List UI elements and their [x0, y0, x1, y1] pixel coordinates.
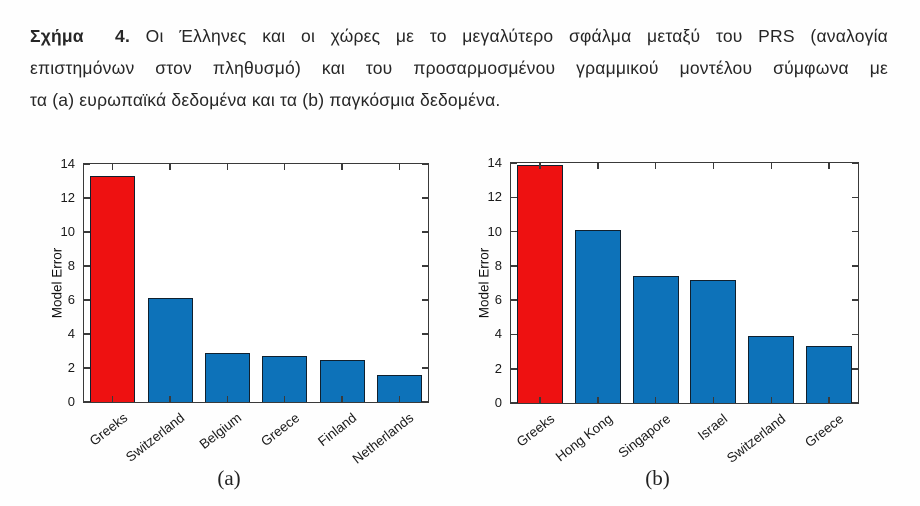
- y-tick-right: [422, 299, 428, 301]
- y-tick-label: 2: [494, 360, 502, 376]
- y-tick-right: [852, 196, 858, 198]
- y-tick-left: [511, 368, 517, 370]
- y-tick-left: [511, 265, 517, 267]
- x-tick-top: [712, 163, 715, 169]
- y-tick-label: 4: [494, 326, 502, 342]
- bar-switzerland: [147, 298, 193, 402]
- bar-belgium: [204, 352, 250, 402]
- y-tick-left: [84, 197, 90, 199]
- y-tick-left: [84, 265, 90, 267]
- bar-greece: [806, 346, 853, 403]
- y-tick-left: [511, 162, 517, 164]
- y-tick-label: 10: [487, 223, 502, 239]
- x-tick-top: [597, 163, 599, 169]
- y-tick-label: 0: [67, 394, 75, 409]
- y-tick-left: [84, 401, 90, 403]
- x-tick-label: Greeks: [86, 410, 130, 449]
- x-tick-bottom: [770, 397, 772, 403]
- figure-caption-line-2: επιστημόνων στον πληθυσμό) και του προσα…: [30, 58, 888, 78]
- y-tick-right: [852, 333, 858, 336]
- x-tick-top: [770, 163, 772, 169]
- y-tick-right: [852, 162, 858, 164]
- y-tick-left: [84, 231, 90, 233]
- y-tick-label: 8: [67, 258, 75, 273]
- bar-israel: [690, 279, 737, 403]
- bar-finland: [319, 359, 365, 402]
- bar-greece: [262, 356, 308, 402]
- x-tick-top: [828, 163, 830, 169]
- panel-label-b: (b): [645, 466, 670, 490]
- y-tick-right: [422, 163, 428, 165]
- figure-caption-line-1: Σχήμα 4. Οι Έλληνες και οι χώρες με το μ…: [30, 20, 888, 52]
- figure-caption-line-3: τα (a) ευρωπαϊκά δεδομένα και τα (b) παγ…: [30, 90, 501, 110]
- x-tick-bottom: [828, 397, 830, 403]
- y-tick-label: 12: [60, 190, 75, 205]
- x-tick-bottom: [712, 397, 715, 403]
- x-tick-bottom: [597, 397, 599, 403]
- figure-caption: Σχήμα 4. Οι Έλληνες και οι χώρες με το μ…: [30, 20, 888, 116]
- y-tick-label: 14: [487, 155, 502, 170]
- y-tick-right: [852, 299, 858, 301]
- y-axis-label: Model Error: [476, 247, 492, 319]
- bar-chart-panel-a: 0 2 4 6 8 10 12 14 Greeks Switzerland Belgium Greec…: [50, 156, 429, 467]
- x-tick-bottom: [398, 396, 401, 402]
- x-tick-top: [283, 164, 286, 170]
- y-tick-left: [511, 333, 517, 336]
- bar-greeks: [516, 164, 563, 403]
- y-tick-left: [84, 333, 90, 335]
- x-tick-bottom: [539, 397, 541, 403]
- x-tick-bottom: [654, 397, 657, 403]
- bar-singapore: [632, 276, 679, 403]
- y-tick-left: [84, 299, 90, 301]
- y-tick-label: 14: [60, 156, 75, 171]
- y-tick-right: [422, 231, 428, 233]
- y-tick-label: 10: [60, 224, 75, 239]
- x-tick-bottom: [111, 396, 114, 402]
- y-tick-right: [852, 368, 858, 370]
- y-tick-left: [511, 299, 517, 301]
- x-tick-bottom: [283, 396, 286, 402]
- y-tick-label: 8: [494, 257, 502, 273]
- y-tick-label: 12: [487, 189, 502, 205]
- bar-greeks: [90, 175, 136, 402]
- figure-caption-text-1: Οι Έλληνες και οι χώρες με το μεγαλύτερο…: [130, 26, 888, 46]
- y-tick-left: [511, 196, 517, 198]
- y-axis-label: Model Error: [49, 247, 65, 319]
- y-tick-left: [511, 230, 517, 233]
- y-tick-label: 4: [67, 326, 75, 341]
- x-tick-top: [169, 164, 171, 170]
- y-tick-right: [852, 402, 858, 404]
- bar-switzerland: [748, 336, 795, 403]
- x-tick-top: [111, 164, 114, 170]
- y-tick-right: [422, 265, 428, 267]
- y-tick-label: 6: [494, 292, 502, 308]
- y-tick-right: [422, 367, 428, 369]
- y-tick-right: [852, 230, 858, 233]
- y-tick-right: [852, 265, 858, 267]
- x-tick-bottom: [169, 396, 171, 402]
- x-tick-top: [226, 164, 229, 170]
- x-tick-top: [341, 164, 343, 170]
- y-tick-right: [422, 333, 428, 335]
- y-tick-left: [84, 367, 90, 369]
- y-tick-label: 2: [67, 360, 75, 375]
- y-tick-left: [511, 402, 517, 404]
- y-tick-label: 6: [67, 292, 75, 307]
- x-tick-top: [654, 163, 657, 169]
- bar-chart-panel-b: 0 2 4 6 8 10 12 14 Greeks Hong Kong Singapore Israe…: [477, 155, 859, 466]
- figure-number-label: Σχήμα 4.: [30, 26, 131, 46]
- y-tick-right: [422, 197, 428, 199]
- panel-label-a: (a): [217, 466, 241, 490]
- y-tick-right: [422, 401, 428, 403]
- x-tick-bottom: [226, 396, 229, 402]
- x-tick-bottom: [341, 396, 343, 402]
- x-tick-top: [398, 164, 401, 170]
- y-tick-label: 0: [494, 395, 502, 410]
- x-tick-top: [539, 163, 541, 169]
- y-tick-left: [84, 163, 90, 165]
- x-tick-label: Greeks: [513, 411, 558, 450]
- bar-hong-kong: [574, 229, 621, 403]
